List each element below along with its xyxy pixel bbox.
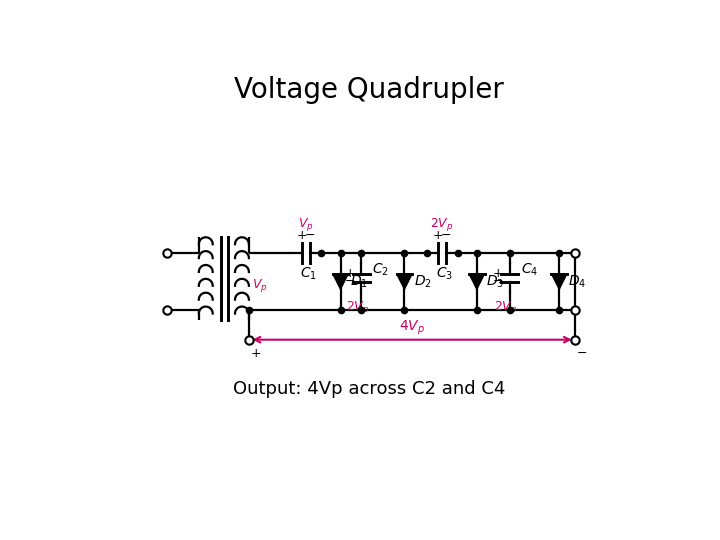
Text: $4V_p$: $4V_p$: [399, 318, 425, 336]
Text: $V_p$: $V_p$: [252, 276, 268, 294]
Text: +: +: [493, 267, 504, 280]
Text: $D_4$: $D_4$: [568, 273, 587, 290]
Text: $2V_p$: $2V_p$: [494, 299, 518, 316]
Text: $D_1$: $D_1$: [350, 273, 368, 290]
Text: +: +: [344, 267, 355, 280]
Text: +: +: [433, 229, 444, 242]
Text: +: +: [251, 347, 261, 360]
Text: −: −: [441, 229, 451, 242]
Text: $D_3$: $D_3$: [486, 273, 504, 290]
Text: −: −: [344, 275, 355, 288]
Text: −: −: [493, 275, 503, 288]
Polygon shape: [333, 274, 348, 289]
Polygon shape: [397, 274, 412, 289]
Text: −: −: [305, 229, 315, 242]
Text: $2V_p$: $2V_p$: [431, 217, 454, 233]
Text: $V_p$: $V_p$: [298, 217, 314, 233]
Text: $C_2$: $C_2$: [372, 262, 389, 278]
Text: $D_2$: $D_2$: [414, 273, 431, 290]
Text: $C_1$: $C_1$: [300, 266, 317, 282]
Text: $C_4$: $C_4$: [521, 262, 538, 278]
Polygon shape: [469, 274, 485, 289]
Text: $C_3$: $C_3$: [436, 266, 453, 282]
Polygon shape: [552, 274, 567, 289]
Text: −: −: [577, 347, 588, 360]
Text: Output: 4Vp across C2 and C4: Output: 4Vp across C2 and C4: [233, 381, 505, 399]
Text: Voltage Quadrupler: Voltage Quadrupler: [234, 76, 504, 104]
Text: $2V_p$: $2V_p$: [346, 299, 369, 316]
Text: +: +: [297, 229, 307, 242]
